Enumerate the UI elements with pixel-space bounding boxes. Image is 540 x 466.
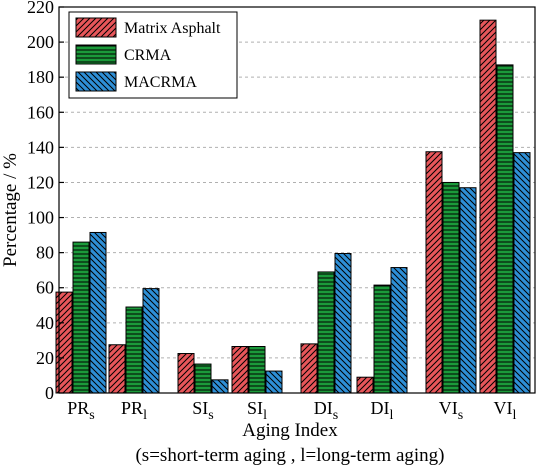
bar-macrma-vil xyxy=(513,152,531,394)
y-tick-label: 60 xyxy=(36,278,54,298)
legend-label: Matrix Asphalt xyxy=(124,20,221,37)
y-tick-label: 100 xyxy=(27,208,54,228)
legend-label: MACRMA xyxy=(124,74,197,91)
bar-matrix-asphalt-dil xyxy=(356,376,374,394)
bar-matrix-asphalt-vil xyxy=(479,19,497,394)
y-tick-label: 160 xyxy=(27,102,54,122)
x-tick-subscript: l xyxy=(513,408,517,423)
x-tick-label: VIs xyxy=(439,398,463,423)
y-axis-ticks: 0 20 40 60 80 100 120 140 160 180 200 220 xyxy=(27,0,64,403)
x-tick-label: SIs xyxy=(192,398,213,423)
x-tick-subscript: s xyxy=(333,408,338,423)
bar-crma-dil xyxy=(373,284,391,394)
bar-crma-sis xyxy=(194,363,212,394)
y-tick-label: 140 xyxy=(27,137,54,157)
x-tick-base: DI xyxy=(314,398,333,418)
bar-crma-vis xyxy=(442,181,460,394)
legend-swatch xyxy=(75,44,117,65)
x-axis-label: Aging Index xyxy=(242,420,338,441)
x-tick-base: SI xyxy=(247,398,263,418)
x-tick-label: PRl xyxy=(121,398,147,423)
bar-macrma-prs xyxy=(89,231,107,394)
x-tick-subscript: s xyxy=(458,408,463,423)
bar-matrix-asphalt-vis xyxy=(425,151,443,394)
x-tick-base: PR xyxy=(67,398,89,418)
x-tick-base: VI xyxy=(439,398,458,418)
legend-swatch xyxy=(75,17,117,38)
plot-frame xyxy=(58,6,536,394)
legend: Matrix Asphalt CRMA MACRMA xyxy=(68,11,238,99)
x-tick-label: PRs xyxy=(67,398,94,423)
y-tick-label: 180 xyxy=(27,67,54,87)
x-tick-base: SI xyxy=(192,398,208,418)
legend-label: CRMA xyxy=(124,47,172,64)
bar-macrma-sis xyxy=(211,379,229,394)
x-axis-note: (s=short-term aging , l=long-term aging) xyxy=(135,445,444,466)
bars xyxy=(55,19,531,394)
bar-crma-dis xyxy=(317,271,335,394)
x-tick-label: SIl xyxy=(247,398,267,423)
bar-macrma-vis xyxy=(459,187,477,394)
x-axis-ticks: PRs PRl SIs SIl DIs DIl VIs VIl xyxy=(67,398,516,423)
y-tick-label: 20 xyxy=(36,348,54,368)
bar-macrma-dil xyxy=(390,267,408,394)
y-tick-label: 220 xyxy=(27,0,54,17)
x-tick-label: DIl xyxy=(371,398,394,423)
bar-crma-vil xyxy=(496,64,514,394)
x-tick-subscript: l xyxy=(390,408,394,423)
bar-macrma-prl xyxy=(142,288,160,394)
bar-matrix-asphalt-dis xyxy=(300,343,318,394)
bar-matrix-asphalt-sis xyxy=(177,353,195,394)
y-tick-label: 0 xyxy=(45,383,54,403)
bar-macrma-sil xyxy=(265,370,283,394)
x-tick-subscript: l xyxy=(263,408,267,423)
bar-crma-prs xyxy=(72,241,90,394)
x-tick-label: VIl xyxy=(494,398,517,423)
bar-macrma-dis xyxy=(334,253,352,394)
x-tick-subscript: l xyxy=(143,408,147,423)
bar-crma-prl xyxy=(125,306,143,394)
x-tick-base: DI xyxy=(371,398,390,418)
y-tick-label: 80 xyxy=(36,243,54,263)
bar-matrix-asphalt-prl xyxy=(108,344,126,394)
x-tick-base: PR xyxy=(121,398,143,418)
y-tick-label: 200 xyxy=(27,32,54,52)
bar-crma-sil xyxy=(248,346,266,394)
x-tick-label: DIs xyxy=(314,398,338,423)
x-tick-base: VI xyxy=(494,398,513,418)
x-tick-subscript: s xyxy=(208,408,213,423)
y-tick-label: 40 xyxy=(36,313,54,333)
y-tick-label: 120 xyxy=(27,172,54,192)
x-tick-subscript: s xyxy=(89,408,94,423)
legend-swatch xyxy=(75,71,117,92)
y-axis-label: Percentage / % xyxy=(0,153,21,267)
bar-matrix-asphalt-sil xyxy=(231,346,249,394)
